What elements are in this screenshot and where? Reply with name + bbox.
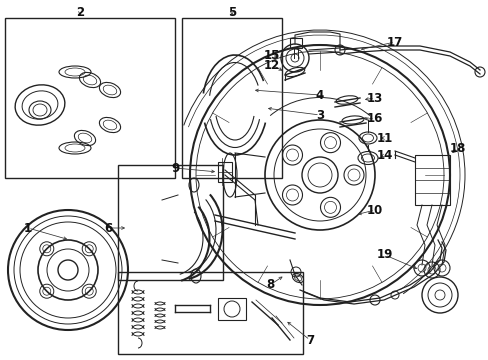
Text: 15: 15 [263,49,280,62]
Text: 12: 12 [264,59,280,72]
Text: 1: 1 [24,221,32,234]
Text: 11: 11 [376,131,392,144]
Text: 9: 9 [170,162,179,175]
Text: 8: 8 [265,279,274,292]
Bar [118,272,303,354]
Text: 19: 19 [376,248,392,261]
Text: 5: 5 [227,5,236,18]
Text: 3: 3 [315,108,324,122]
Text: 13: 13 [366,91,382,104]
Text: 2: 2 [76,5,84,18]
Text: 17: 17 [386,36,402,49]
Text: 7: 7 [305,333,313,346]
Text: 18: 18 [449,141,465,154]
Text: 10: 10 [366,203,382,216]
Text: 6: 6 [103,221,112,234]
Bar [182,18,282,178]
Bar [5,18,175,178]
Bar [289,38,302,48]
Text: 14: 14 [376,149,392,162]
Text: 4: 4 [315,89,324,102]
Bar [218,162,231,182]
Text: 16: 16 [366,112,383,125]
Bar [118,165,223,280]
Bar [414,155,449,205]
Bar [218,298,245,320]
